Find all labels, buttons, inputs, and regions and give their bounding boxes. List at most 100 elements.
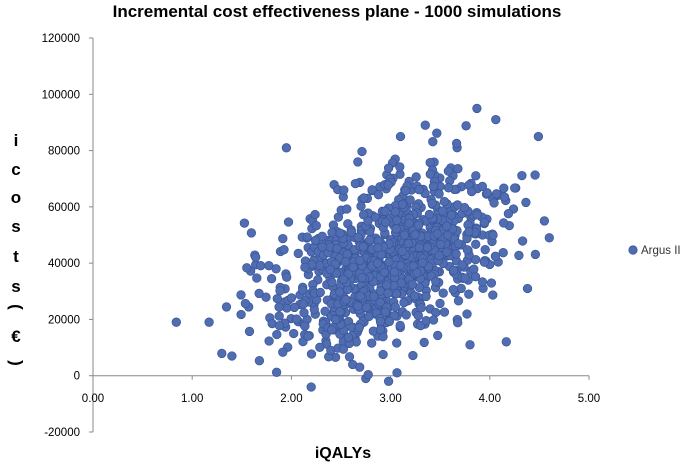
data-point	[420, 120, 430, 130]
data-point	[397, 246, 407, 256]
data-point	[479, 257, 490, 267]
data-point	[217, 348, 227, 359]
data-point	[489, 198, 499, 208]
data-point	[427, 198, 437, 208]
x-axis-label: iQALYs	[315, 445, 371, 462]
data-point	[431, 276, 441, 287]
data-point	[392, 368, 402, 378]
data-point	[419, 337, 429, 348]
data-point	[449, 265, 459, 276]
x-tick-label: 2.00	[280, 393, 302, 405]
data-point	[240, 298, 251, 309]
y-axis-label-char: i	[14, 131, 19, 150]
data-point	[375, 324, 386, 335]
data-point	[467, 186, 477, 197]
data-point	[399, 230, 410, 240]
x-tick-label: 3.00	[379, 393, 401, 405]
data-point	[460, 273, 470, 283]
data-point	[380, 206, 390, 216]
data-point	[266, 274, 277, 284]
data-point	[367, 185, 377, 195]
data-point	[338, 344, 349, 354]
data-point	[254, 288, 264, 299]
data-point	[355, 362, 365, 372]
data-point	[379, 267, 390, 277]
data-point	[383, 288, 393, 298]
data-point	[353, 157, 363, 167]
data-point	[392, 215, 402, 225]
data-point	[457, 260, 467, 270]
data-point	[275, 286, 285, 296]
data-point	[272, 293, 282, 304]
data-point	[364, 311, 374, 322]
y-axis-label-char: s	[11, 217, 20, 236]
data-point	[383, 376, 394, 386]
data-point	[357, 146, 367, 157]
data-point	[469, 264, 479, 274]
data-point	[395, 162, 405, 172]
data-point	[453, 239, 464, 249]
data-point	[491, 189, 502, 199]
data-point	[378, 349, 388, 360]
data-point	[401, 310, 411, 320]
data-point	[472, 103, 482, 114]
data-point	[414, 185, 424, 195]
data-point	[522, 283, 533, 294]
data-point	[348, 262, 358, 272]
data-point	[341, 295, 351, 305]
data-point	[340, 257, 351, 267]
data-point	[272, 329, 282, 340]
y-tick-label: -20000	[44, 427, 80, 439]
data-point	[462, 309, 472, 319]
data-point	[488, 290, 498, 300]
data-point	[242, 263, 252, 273]
data-point	[317, 242, 327, 252]
data-point	[300, 321, 310, 331]
data-point	[320, 306, 330, 316]
data-point	[451, 138, 462, 149]
data-point	[383, 180, 393, 190]
data-point	[346, 227, 357, 237]
data-point	[256, 261, 266, 271]
data-point	[462, 245, 473, 255]
data-point	[443, 166, 454, 176]
data-point	[389, 267, 399, 277]
x-axis: 0.00 1.00 2.00 3.00 4.00 5.00	[82, 375, 600, 405]
data-point	[298, 285, 308, 295]
data-point	[472, 210, 482, 220]
data-point	[397, 199, 408, 209]
data-point	[499, 183, 509, 193]
data-point	[338, 274, 348, 284]
data-point	[439, 307, 450, 317]
data-point	[479, 217, 490, 227]
data-point	[306, 382, 316, 392]
data-point	[448, 284, 458, 295]
y-tick-label: 120000	[42, 33, 80, 45]
data-point	[282, 272, 292, 282]
data-point	[464, 289, 474, 299]
data-point	[411, 172, 421, 182]
data-point	[428, 315, 439, 325]
data-point	[327, 277, 337, 288]
data-point	[501, 337, 511, 347]
data-point	[470, 254, 481, 265]
data-point	[302, 232, 312, 242]
data-point	[432, 229, 443, 239]
data-point	[465, 340, 475, 350]
data-point	[391, 224, 401, 234]
data-point	[421, 291, 431, 302]
data-point	[283, 217, 294, 227]
data-point	[428, 181, 439, 192]
data-point	[289, 328, 299, 339]
y-tick-label: 80000	[48, 146, 80, 158]
data-point	[299, 308, 309, 318]
data-point	[521, 197, 531, 208]
data-point	[446, 210, 457, 220]
data-point	[434, 250, 444, 261]
data-point	[317, 231, 327, 241]
data-point	[335, 307, 345, 317]
y-tick-label: 20000	[48, 314, 80, 326]
data-point	[514, 250, 524, 261]
data-point	[418, 258, 428, 268]
data-point	[452, 200, 463, 210]
